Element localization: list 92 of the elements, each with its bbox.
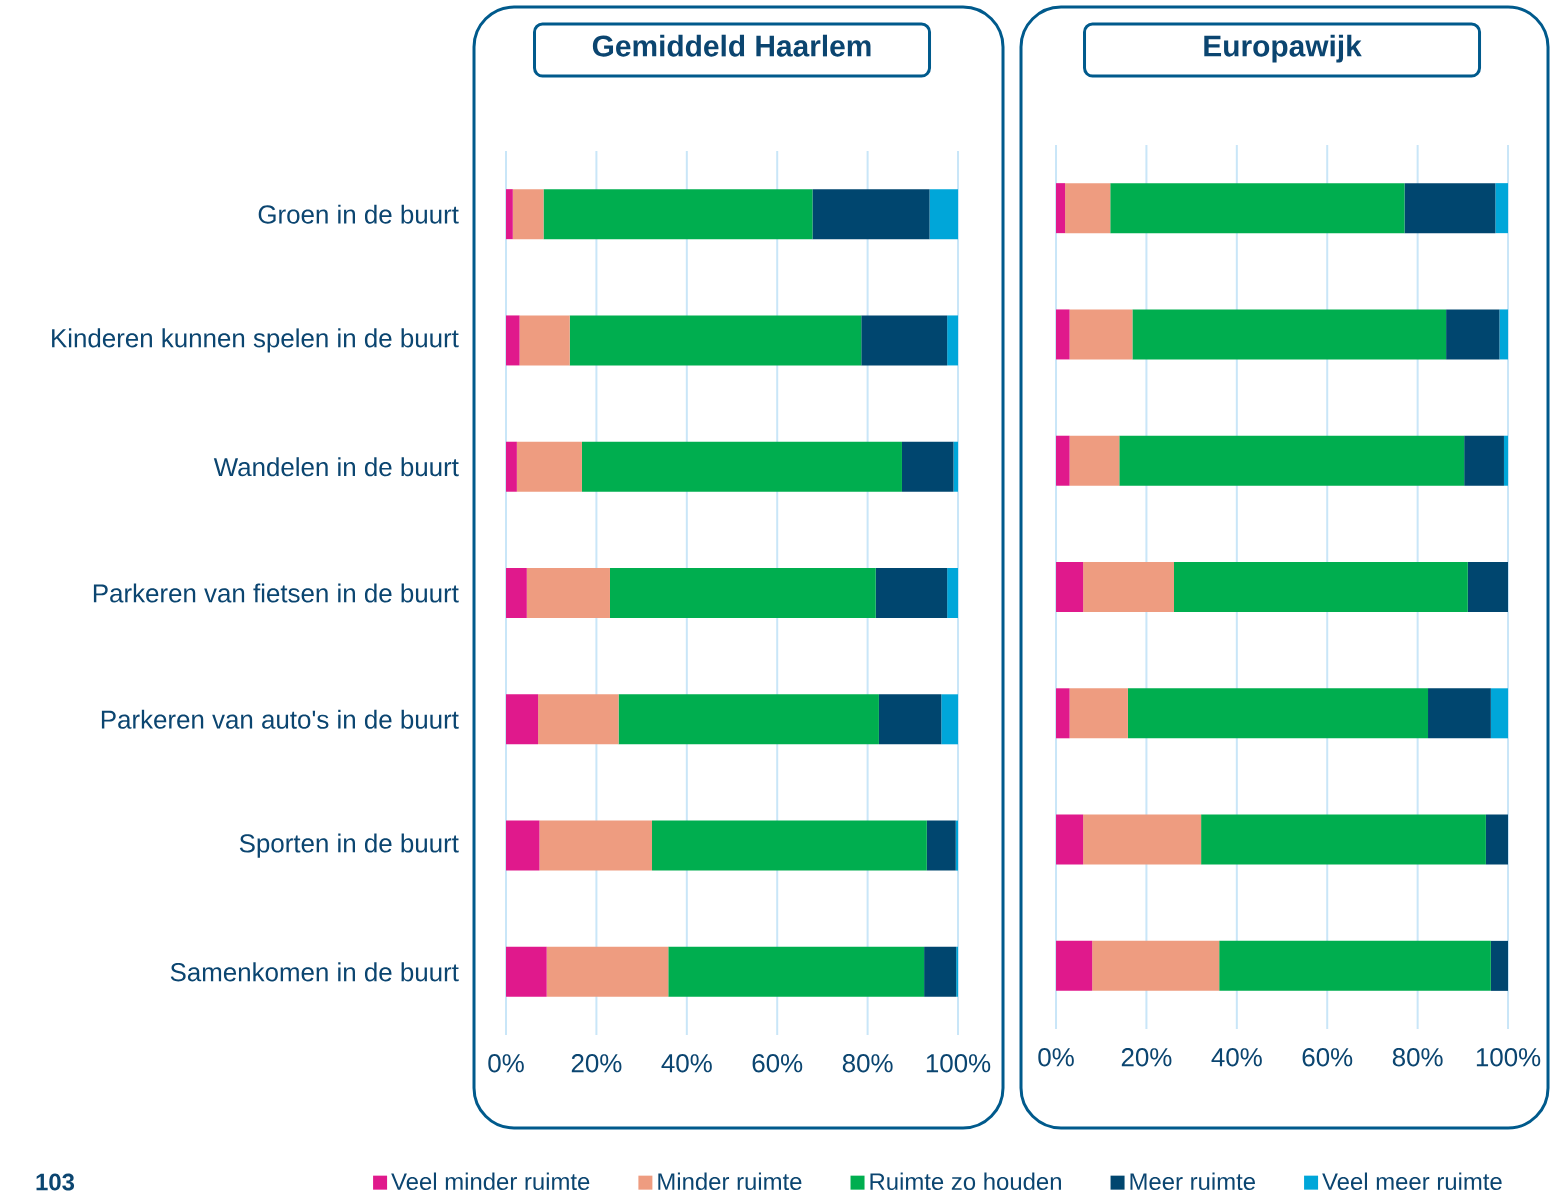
x-tick-label: 60% <box>752 1054 803 1073</box>
bar <box>1056 688 1070 739</box>
bar <box>1083 562 1174 613</box>
x-tick-label: 80% <box>842 1054 893 1073</box>
bar <box>1446 309 1500 360</box>
bar <box>506 315 520 366</box>
legend-label: Ruimte zo houden <box>870 1172 1061 1191</box>
bar <box>538 694 619 745</box>
bar <box>1127 688 1429 739</box>
bar <box>926 820 956 871</box>
bar <box>1119 435 1465 486</box>
y-tick-label: Sporten in de buurt <box>239 833 459 858</box>
bar <box>861 315 948 366</box>
bar <box>519 315 570 366</box>
bar <box>506 946 547 997</box>
legend-label: Meer ruimte <box>1130 1172 1255 1191</box>
chart-title: Gemiddeld Haarlem <box>592 34 871 57</box>
bar <box>618 694 879 745</box>
y-tick-label: Parkeren van auto's in de buurt <box>101 709 459 729</box>
y-tick-label: Wandelen in de buurt <box>213 457 459 477</box>
bar <box>1110 183 1405 234</box>
bar <box>1083 814 1202 865</box>
bar <box>878 694 942 745</box>
bar <box>1201 814 1486 865</box>
bar <box>506 694 539 745</box>
bar <box>1056 183 1066 234</box>
bar <box>1485 814 1509 865</box>
bar <box>526 568 610 619</box>
bar <box>1056 814 1084 865</box>
bar <box>1467 562 1509 613</box>
x-tick-label: 20% <box>571 1054 622 1073</box>
x-tick-label: 80% <box>1392 1048 1443 1067</box>
text: 103 <box>36 1173 75 1191</box>
x-tick-label: 40% <box>661 1054 712 1073</box>
bar <box>1056 309 1070 360</box>
bar <box>609 568 876 619</box>
bar <box>924 946 957 997</box>
chart-title: Europawijk <box>1204 34 1362 63</box>
bar <box>506 820 540 871</box>
bar <box>1404 183 1496 234</box>
bar <box>506 189 513 240</box>
y-tick-label: Kinderen kunnen spelen in de buurt <box>52 328 459 353</box>
legend-label: Veel meer ruimte <box>1322 1172 1502 1191</box>
bar <box>506 441 517 492</box>
bar <box>1174 562 1468 613</box>
x-tick-label: 60% <box>1302 1048 1353 1067</box>
bar <box>929 189 959 240</box>
bar <box>516 441 582 492</box>
bar <box>506 568 527 619</box>
legend-label: Veel minder ruimte <box>391 1172 590 1191</box>
y-tick-label: Groen in de buurt <box>258 204 459 224</box>
bar <box>1069 688 1128 739</box>
bar <box>581 441 902 492</box>
bar <box>1092 940 1220 991</box>
bar <box>1499 309 1509 360</box>
bar <box>1503 435 1509 486</box>
bar <box>652 820 927 871</box>
bar <box>1065 183 1111 234</box>
x-tick-label: 0% <box>488 1054 524 1073</box>
bar <box>812 189 930 240</box>
bar <box>1132 309 1447 360</box>
legend-label: Minder ruimte <box>658 1172 802 1191</box>
bar <box>1490 940 1509 991</box>
bar <box>546 946 669 997</box>
bar <box>668 946 925 997</box>
bar <box>539 820 653 871</box>
bar <box>512 189 544 240</box>
bar <box>1219 940 1491 991</box>
y-tick-label: Parkeren van fietsen in de buurt <box>93 583 459 603</box>
bar <box>1056 562 1084 613</box>
bar <box>1056 435 1070 486</box>
bar <box>953 441 959 492</box>
x-tick-label: 0% <box>1038 1048 1074 1067</box>
bar <box>901 441 954 492</box>
x-tick-label: 100% <box>926 1054 991 1073</box>
bar <box>875 568 948 619</box>
bar <box>1490 688 1509 739</box>
bar <box>569 315 862 366</box>
bar <box>1056 940 1093 991</box>
bar <box>1464 435 1504 486</box>
bar <box>941 694 959 745</box>
bar <box>1069 435 1120 486</box>
x-tick-label: 20% <box>1121 1048 1172 1067</box>
bar <box>1069 309 1133 360</box>
bar <box>1428 688 1491 739</box>
bar <box>947 568 959 619</box>
x-tick-label: 100% <box>1476 1048 1541 1067</box>
bar <box>947 315 959 366</box>
bar <box>543 189 813 240</box>
x-tick-label: 40% <box>1211 1048 1262 1067</box>
y-tick-label: Samenkomen in de buurt <box>170 962 459 982</box>
bar <box>1495 183 1509 234</box>
